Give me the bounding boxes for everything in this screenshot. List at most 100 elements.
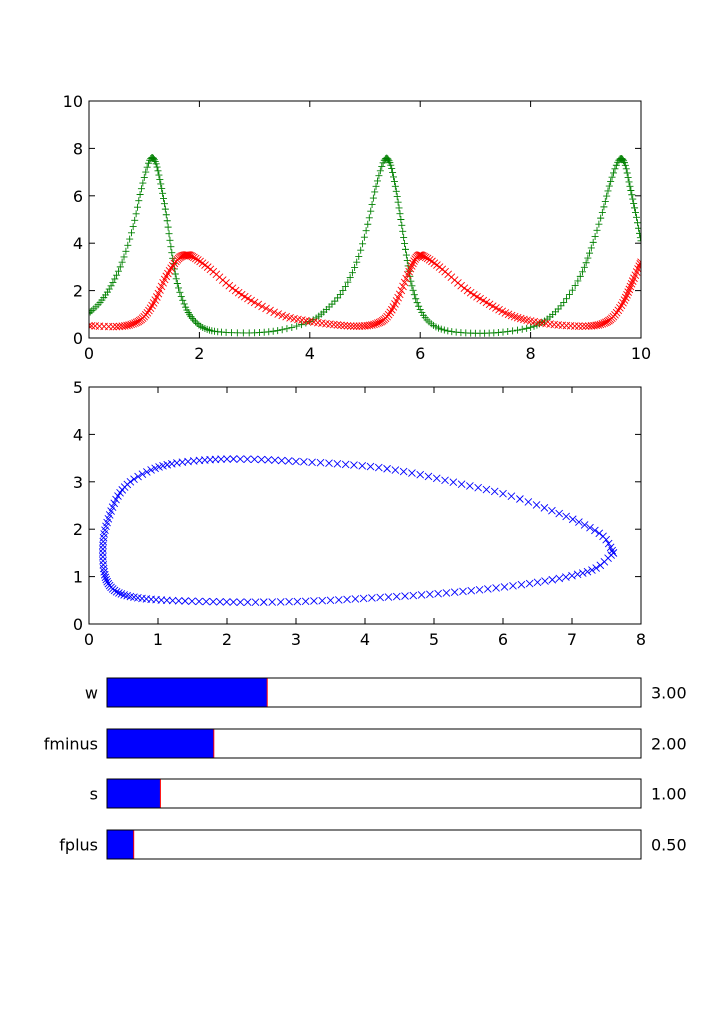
data-marker [258, 302, 266, 311]
data-marker [578, 268, 586, 276]
data-marker [524, 498, 533, 506]
data-marker [397, 216, 405, 223]
data-marker [399, 282, 407, 291]
data-marker [401, 245, 409, 253]
data-marker [388, 165, 396, 173]
data-marker [415, 302, 423, 310]
data-marker [114, 492, 122, 500]
data-marker [250, 298, 259, 307]
data-marker [236, 598, 245, 606]
data-marker [604, 187, 612, 195]
data-marker [129, 223, 137, 231]
data-marker [631, 204, 639, 212]
data-marker [399, 467, 408, 476]
data-marker [337, 321, 345, 330]
y-tick-label: 8 [73, 139, 83, 158]
data-marker [378, 162, 386, 170]
data-marker [400, 278, 409, 287]
slider-fminus[interactable]: fminus 2.00 [44, 728, 687, 759]
slider-value: 0.50 [651, 836, 687, 855]
data-marker [592, 564, 600, 572]
data-marker [284, 457, 293, 465]
data-marker [619, 155, 627, 163]
data-marker [116, 263, 124, 271]
data-marker [563, 295, 571, 303]
data-marker [627, 187, 635, 194]
data-marker [124, 241, 132, 249]
slider-value: 2.00 [651, 735, 687, 754]
data-marker [636, 260, 641, 268]
slider-track[interactable] [106, 677, 642, 708]
data-marker [254, 300, 263, 309]
data-marker [120, 253, 128, 261]
data-marker [310, 597, 318, 605]
data-marker [202, 597, 211, 606]
data-marker [593, 226, 601, 234]
data-marker [560, 298, 568, 306]
data-marker [442, 589, 451, 597]
data-marker [191, 318, 199, 326]
data-marker [166, 236, 174, 244]
data-marker [274, 327, 282, 335]
data-marker [151, 464, 159, 473]
slider-fill [107, 779, 161, 808]
data-marker [396, 210, 404, 218]
data-marker [626, 182, 634, 190]
data-marker [343, 595, 351, 604]
data-marker [603, 192, 611, 200]
data-marker [410, 291, 418, 299]
data-marker [608, 173, 616, 181]
data-marker [400, 233, 408, 241]
data-marker [424, 472, 433, 481]
data-marker [612, 308, 621, 317]
slider-panel: w 3.00 fminus 2.00 s 1.00 fplus 0.50 [44, 677, 687, 860]
data-marker [271, 456, 279, 464]
slider-w[interactable]: w 3.00 [85, 677, 687, 708]
data-marker [217, 455, 225, 463]
slider-track[interactable] [106, 728, 642, 759]
data-marker [316, 458, 325, 467]
data-marker [99, 533, 108, 542]
data-marker [190, 316, 198, 324]
data-marker [357, 246, 365, 254]
data-marker [161, 205, 169, 213]
data-marker [89, 321, 93, 330]
data-marker [308, 458, 316, 467]
data-marker [150, 154, 158, 162]
y-tick-label: 0 [73, 615, 83, 634]
data-marker [325, 303, 333, 311]
data-marker [269, 327, 277, 335]
data-marker [99, 552, 107, 561]
data-marker [349, 322, 358, 330]
data-marker [301, 597, 310, 606]
data-marker [568, 286, 576, 294]
data-marker [412, 295, 420, 303]
data-marker [243, 455, 252, 463]
data-marker [193, 320, 201, 328]
data-marker [118, 322, 127, 331]
data-marker [329, 320, 338, 329]
slider-track[interactable] [106, 778, 642, 809]
data-marker [172, 275, 180, 283]
data-marker [409, 286, 417, 294]
data-marker [499, 328, 507, 336]
x-tick-label: 5 [429, 630, 439, 649]
data-marker [532, 501, 541, 509]
data-marker [102, 291, 110, 299]
data-marker [334, 596, 343, 604]
data-marker [292, 457, 300, 466]
data-marker [555, 509, 564, 518]
data-marker [160, 194, 168, 202]
slider-fplus[interactable]: fplus 0.50 [59, 829, 687, 860]
data-marker [122, 247, 130, 255]
data-marker [105, 285, 113, 293]
y-tick-label: 4 [73, 234, 83, 253]
data-marker [371, 188, 379, 196]
data-marker [179, 296, 187, 304]
data-marker [598, 208, 606, 216]
data-marker [637, 237, 641, 245]
data-marker [153, 163, 161, 171]
data-marker [492, 584, 500, 592]
slider-track[interactable] [106, 829, 642, 860]
slider-s[interactable]: s 1.00 [90, 778, 687, 809]
